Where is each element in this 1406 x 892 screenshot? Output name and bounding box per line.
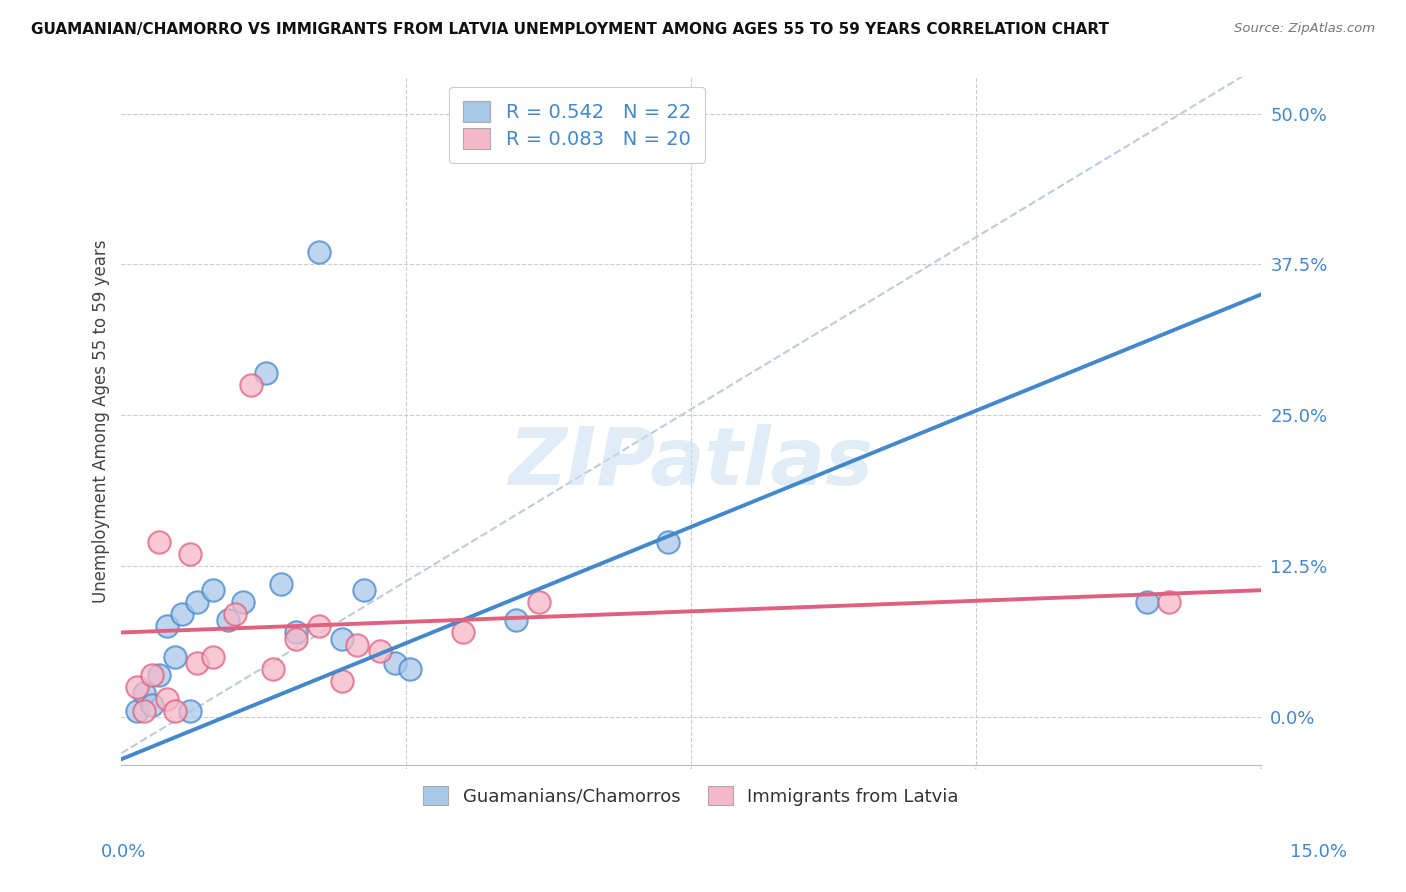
Point xyxy=(505,614,527,628)
Point xyxy=(201,649,224,664)
Point xyxy=(125,704,148,718)
Point xyxy=(217,614,239,628)
Point xyxy=(451,625,474,640)
Point xyxy=(254,366,277,380)
Text: 15.0%: 15.0% xyxy=(1289,843,1347,861)
Point xyxy=(1159,595,1181,609)
Point xyxy=(308,619,330,633)
Y-axis label: Unemployment Among Ages 55 to 59 years: Unemployment Among Ages 55 to 59 years xyxy=(93,240,110,603)
Point xyxy=(179,704,201,718)
Point xyxy=(179,547,201,561)
Point xyxy=(141,667,163,681)
Point xyxy=(657,535,679,549)
Point xyxy=(134,686,156,700)
Point xyxy=(186,656,208,670)
Point xyxy=(1136,595,1159,609)
Point xyxy=(163,704,186,718)
Legend: Guamanians/Chamorros, Immigrants from Latvia: Guamanians/Chamorros, Immigrants from La… xyxy=(415,777,967,814)
Point xyxy=(270,577,292,591)
Text: Source: ZipAtlas.com: Source: ZipAtlas.com xyxy=(1234,22,1375,36)
Point xyxy=(148,535,170,549)
Point xyxy=(285,632,308,646)
Text: GUAMANIAN/CHAMORRO VS IMMIGRANTS FROM LATVIA UNEMPLOYMENT AMONG AGES 55 TO 59 YE: GUAMANIAN/CHAMORRO VS IMMIGRANTS FROM LA… xyxy=(31,22,1109,37)
Point xyxy=(163,649,186,664)
Point xyxy=(156,691,179,706)
Point xyxy=(330,673,353,688)
Point xyxy=(148,667,170,681)
Point xyxy=(224,607,246,622)
Point xyxy=(232,595,254,609)
Point xyxy=(141,698,163,712)
Point xyxy=(156,619,179,633)
Point xyxy=(201,583,224,598)
Point xyxy=(308,245,330,260)
Point xyxy=(172,607,194,622)
Point xyxy=(262,662,284,676)
Point xyxy=(125,680,148,694)
Point xyxy=(134,704,156,718)
Text: 0.0%: 0.0% xyxy=(101,843,146,861)
Point xyxy=(384,656,406,670)
Point xyxy=(186,595,208,609)
Point xyxy=(239,378,262,392)
Point xyxy=(353,583,375,598)
Point xyxy=(368,643,391,657)
Point xyxy=(285,625,308,640)
Point xyxy=(527,595,550,609)
Point xyxy=(399,662,422,676)
Text: ZIPatlas: ZIPatlas xyxy=(509,424,873,501)
Point xyxy=(330,632,353,646)
Point xyxy=(346,638,368,652)
